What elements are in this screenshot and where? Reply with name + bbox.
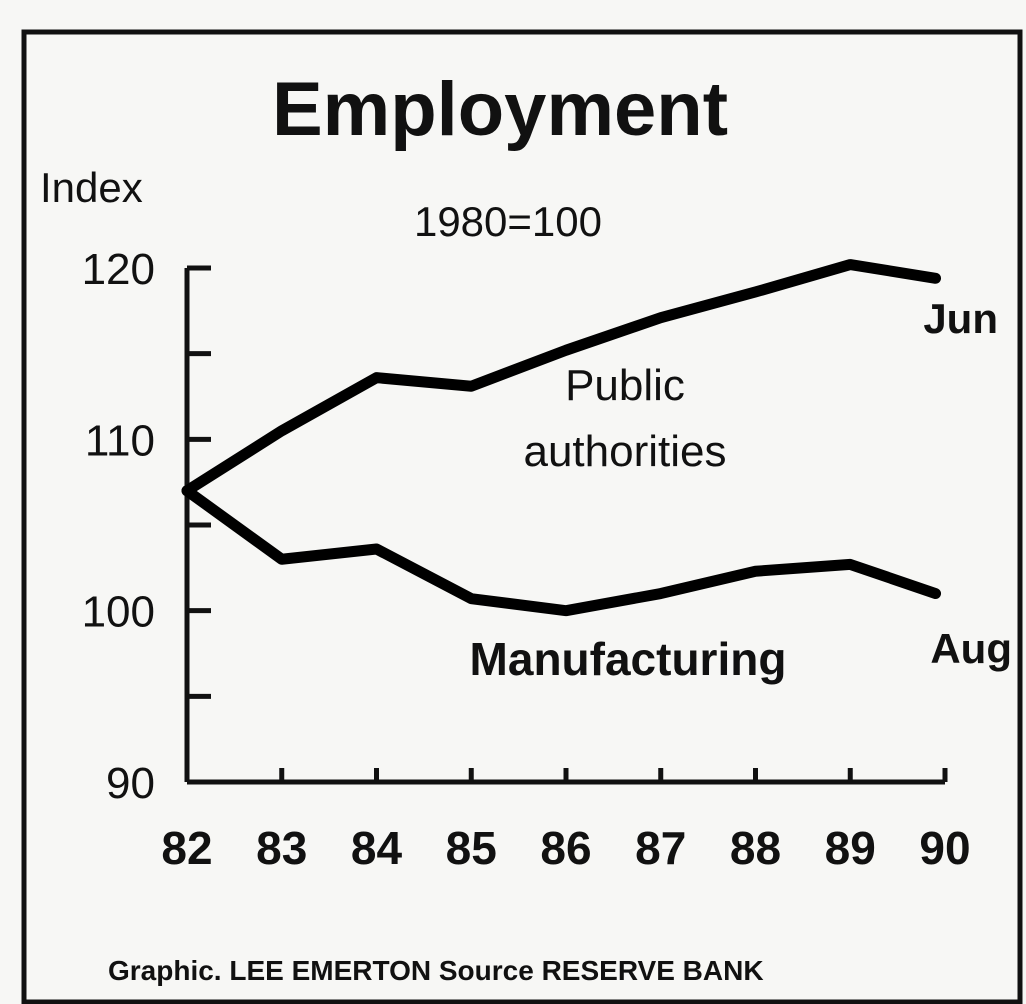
series-line (181, 485, 942, 617)
y-tick-label: 90 (106, 759, 155, 808)
x-tick-label: 85 (446, 822, 497, 874)
footer: Graphic. LEE EMERTON Source RESERVE BANK (108, 955, 764, 986)
x-tick-label: 89 (825, 822, 876, 874)
x-tick-label: 90 (919, 822, 970, 874)
y-tick-label: 100 (82, 588, 155, 637)
x-tick-label: 84 (351, 822, 403, 874)
x-tick-label: 82 (161, 822, 212, 874)
end-label: Jun (923, 295, 998, 342)
x-tick-label: 83 (256, 822, 307, 874)
y-tick-label: 120 (82, 245, 155, 294)
series-label: Public authorities (523, 361, 726, 476)
chart-title: Employment (272, 67, 728, 152)
x-tick-label: 86 (540, 822, 591, 874)
y-tick-label: 110 (85, 416, 155, 465)
series-line (181, 259, 942, 497)
y-axis-label: Index (40, 164, 143, 211)
end-label: Aug (930, 625, 1012, 672)
x-tick-label: 87 (635, 822, 686, 874)
frame (21, 29, 1023, 1004)
series-label: Manufacturing (470, 633, 787, 685)
subtitle: 1980=100 (414, 198, 602, 245)
x-tick-label: 88 (730, 822, 781, 874)
